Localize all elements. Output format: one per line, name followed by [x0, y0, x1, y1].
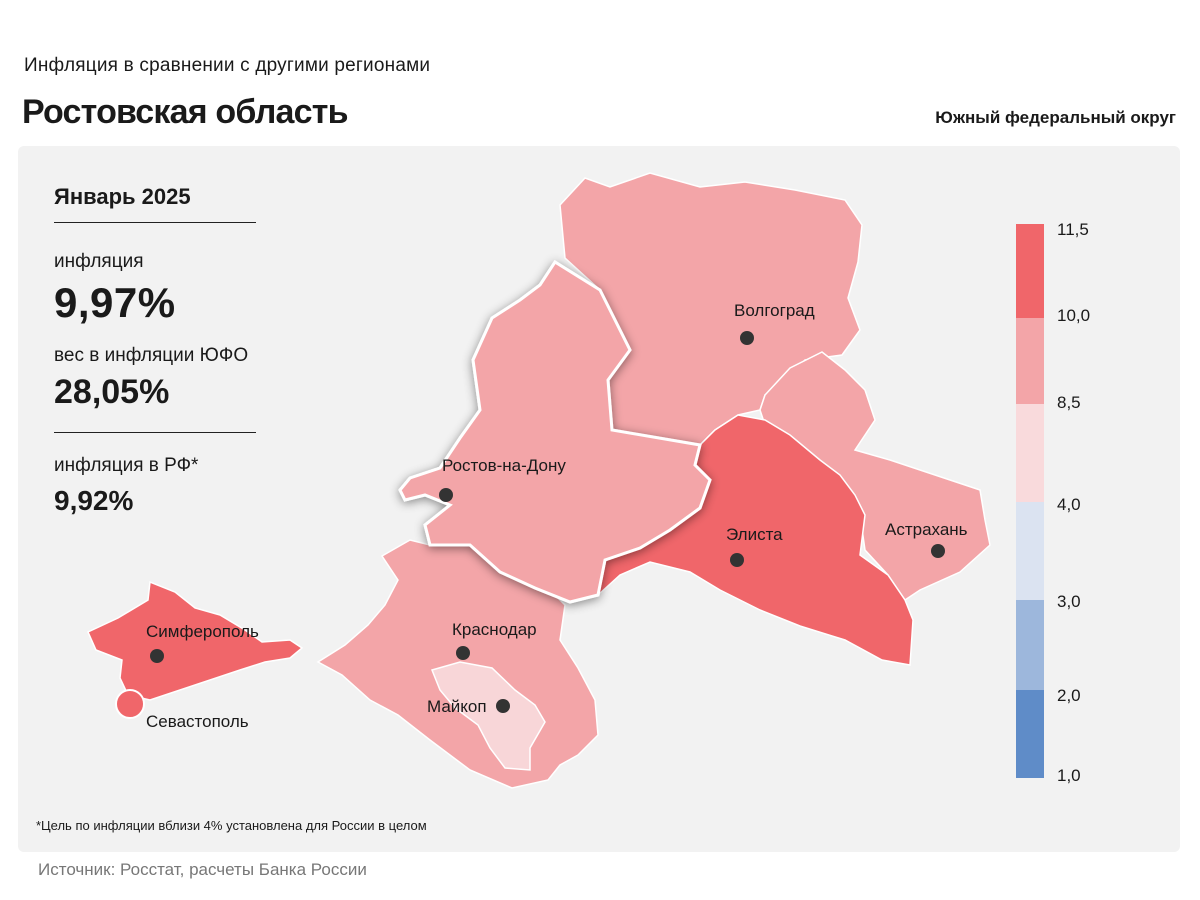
- city-dot-maykop: [496, 699, 510, 713]
- scale-tick: 11,5: [1057, 220, 1089, 239]
- city-label-maykop: Майкоп: [427, 697, 487, 716]
- city-dot-rostov: [439, 488, 453, 502]
- scale-segment: [1016, 224, 1044, 318]
- region-sevastopol: [115, 689, 145, 719]
- period-label: Январь 2025: [54, 184, 256, 223]
- footnote: *Цель по инфляции вблизи 4% установлена …: [36, 818, 427, 833]
- scale-segment: [1016, 600, 1044, 690]
- city-label-astrakhan: Астрахань: [885, 520, 968, 539]
- city-dot-krasnodar: [456, 646, 470, 660]
- rf-inflation-value: 9,92%: [54, 485, 134, 516]
- city-label-krasnodar: Краснодар: [452, 620, 537, 639]
- city-label-sevastopol: Севастополь: [146, 712, 249, 731]
- chart-subtitle: Инфляция в сравнении с другими регионами: [24, 55, 431, 76]
- scale-segment: [1016, 690, 1044, 778]
- city-label-simferopol: Симферополь: [146, 622, 259, 641]
- weight-label: вес в инфляции ЮФО: [54, 345, 249, 366]
- weight-value: 28,05%: [54, 373, 256, 433]
- scale-segment: [1016, 318, 1044, 404]
- scale-tick: 3,0: [1057, 592, 1081, 611]
- region-rostov: [398, 259, 712, 604]
- color-scale: [1016, 224, 1044, 778]
- scale-segment: [1016, 404, 1044, 502]
- scale-tick: 8,5: [1057, 393, 1081, 412]
- source-note: Источник: Росстат, расчеты Банка России: [38, 860, 367, 879]
- scale-tick: 10,0: [1057, 306, 1091, 325]
- region-crimea: [87, 580, 304, 701]
- city-dot-simferopol: [150, 649, 164, 663]
- scale-segment: [1016, 502, 1044, 600]
- inflation-label: инфляция: [54, 251, 144, 272]
- city-label-elista: Элиста: [726, 525, 783, 544]
- scale-tick: 2,0: [1057, 686, 1081, 705]
- city-label-rostov: Ростов-на-Дону: [442, 456, 566, 475]
- region-title: Ростовская область: [22, 93, 349, 131]
- city-dot-astrakhan: [931, 544, 945, 558]
- rf-inflation-label: инфляция в РФ*: [54, 455, 199, 476]
- inflation-value: 9,97%: [54, 279, 176, 326]
- district-label: Южный федеральный округ: [935, 108, 1176, 127]
- city-dot-volgograd: [740, 331, 754, 345]
- stats-block: Январь 2025 инфляция 9,97% вес в инфляци…: [54, 184, 256, 517]
- city-dot-elista: [730, 553, 744, 567]
- region-adygea: [430, 661, 546, 771]
- scale-tick: 4,0: [1057, 495, 1081, 514]
- city-label-volgograd: Волгоград: [734, 301, 815, 320]
- scale-tick: 1,0: [1057, 766, 1081, 785]
